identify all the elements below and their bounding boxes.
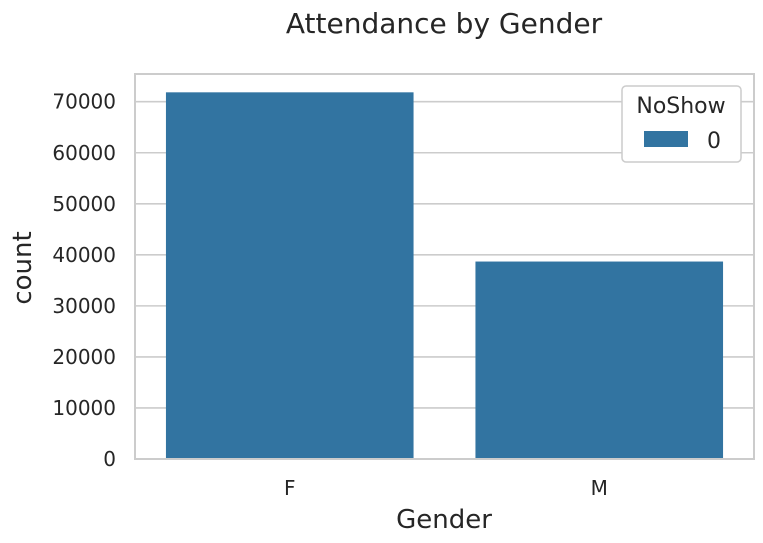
y-tick-label: 20000 bbox=[52, 345, 116, 369]
y-tick-label: 60000 bbox=[52, 141, 116, 165]
bars bbox=[165, 92, 724, 459]
plot-frame bbox=[134, 73, 755, 460]
y-tick-label: 30000 bbox=[52, 294, 116, 318]
y-axis-label: count bbox=[8, 231, 38, 304]
legend: NoShow 0 bbox=[621, 85, 742, 163]
bar-f bbox=[165, 92, 414, 459]
chart-title: Attendance by Gender bbox=[286, 7, 603, 40]
bar-m bbox=[475, 261, 724, 459]
legend-title: NoShow bbox=[636, 94, 725, 119]
y-tick-label: 40000 bbox=[52, 243, 116, 267]
x-axis-label: Gender bbox=[396, 505, 492, 535]
legend-swatch bbox=[644, 131, 688, 147]
y-tick-labels: 0 10000 20000 30000 40000 50000 60000 70000 bbox=[52, 90, 116, 471]
y-tick-label: 70000 bbox=[52, 90, 116, 114]
x-tick-label: F bbox=[284, 476, 296, 500]
y-tick-label: 10000 bbox=[52, 396, 116, 420]
y-tick-label: 0 bbox=[103, 447, 116, 471]
x-tick-label: M bbox=[591, 476, 608, 500]
y-tick-label: 50000 bbox=[52, 192, 116, 216]
legend-entry-label: 0 bbox=[707, 129, 721, 154]
